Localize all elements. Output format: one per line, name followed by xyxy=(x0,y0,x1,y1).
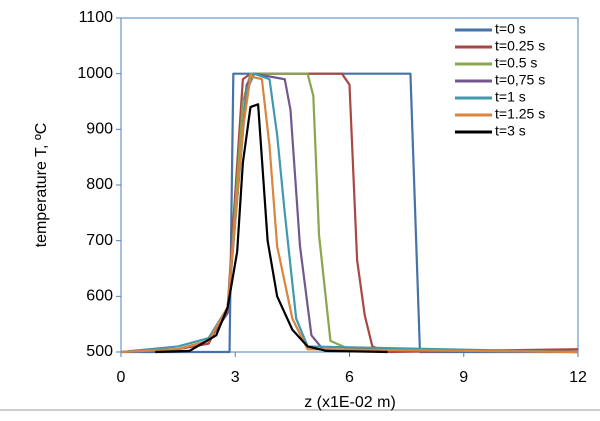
y-tick-label: 1000 xyxy=(77,65,113,82)
data-line xyxy=(120,72,579,354)
legend-label: t=3 s xyxy=(495,123,526,139)
y-tick-label: 600 xyxy=(86,288,113,305)
legend-label: t=1.25 s xyxy=(495,106,545,122)
legend-label: t=0.5 s xyxy=(495,55,537,71)
x-axis-label: z (x1E-02 m) xyxy=(304,394,396,411)
y-tick-label: 1100 xyxy=(79,9,114,26)
x-tick-label: 9 xyxy=(459,369,468,386)
legend-label: t=0 s xyxy=(495,21,526,37)
x-tick-label: 12 xyxy=(569,369,587,386)
x-tick-label: 6 xyxy=(345,369,354,386)
y-tick-label: 800 xyxy=(86,176,113,193)
legend-label: t=0.25 s xyxy=(495,38,545,54)
y-tick-label: 900 xyxy=(86,121,113,138)
y-tick-label: 500 xyxy=(86,343,113,360)
data-line xyxy=(155,103,388,354)
x-tick-label: 3 xyxy=(231,369,240,386)
x-tick-label: 0 xyxy=(117,369,126,386)
y-tick-label: 700 xyxy=(86,232,113,249)
legend-label: t=1 s xyxy=(495,89,526,105)
legend-label: t=0,75 s xyxy=(495,72,545,88)
data-line xyxy=(120,72,579,354)
y-axis-label: temperature T, ºC xyxy=(33,123,50,248)
